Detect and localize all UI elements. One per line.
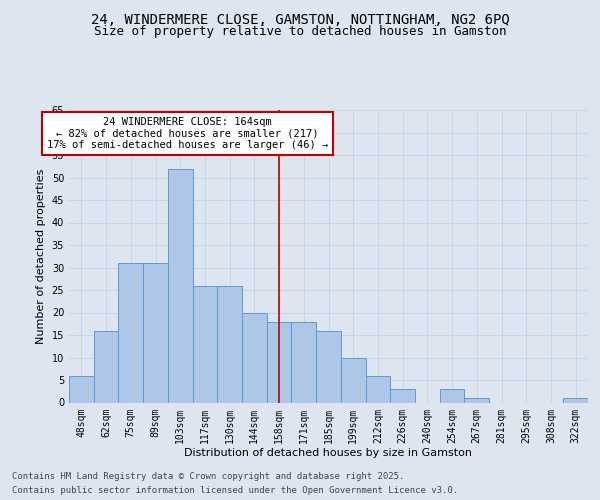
Bar: [118, 263, 143, 402]
Bar: [563, 398, 588, 402]
Bar: [69, 376, 94, 402]
Text: Size of property relative to detached houses in Gamston: Size of property relative to detached ho…: [94, 25, 506, 38]
Bar: [316, 330, 341, 402]
Bar: [292, 322, 316, 402]
Bar: [440, 389, 464, 402]
X-axis label: Distribution of detached houses by size in Gamston: Distribution of detached houses by size …: [185, 448, 473, 458]
Bar: [217, 286, 242, 403]
Bar: [464, 398, 489, 402]
Bar: [267, 322, 292, 402]
Text: 24 WINDERMERE CLOSE: 164sqm
← 82% of detached houses are smaller (217)
17% of se: 24 WINDERMERE CLOSE: 164sqm ← 82% of det…: [47, 116, 328, 150]
Text: Contains public sector information licensed under the Open Government Licence v3: Contains public sector information licen…: [12, 486, 458, 495]
Bar: [193, 286, 217, 403]
Bar: [390, 389, 415, 402]
Bar: [168, 168, 193, 402]
Bar: [341, 358, 365, 403]
Bar: [143, 263, 168, 402]
Text: 24, WINDERMERE CLOSE, GAMSTON, NOTTINGHAM, NG2 6PQ: 24, WINDERMERE CLOSE, GAMSTON, NOTTINGHA…: [91, 12, 509, 26]
Bar: [94, 330, 118, 402]
Y-axis label: Number of detached properties: Number of detached properties: [36, 168, 46, 344]
Bar: [365, 376, 390, 402]
Text: Contains HM Land Registry data © Crown copyright and database right 2025.: Contains HM Land Registry data © Crown c…: [12, 472, 404, 481]
Bar: [242, 312, 267, 402]
